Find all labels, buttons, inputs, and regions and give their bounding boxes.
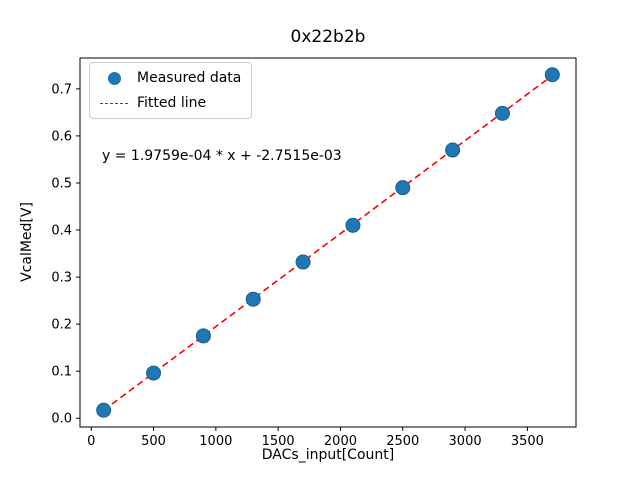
data-point	[295, 254, 311, 270]
y-tick-label: 0.3	[51, 271, 72, 286]
data-point	[494, 105, 510, 121]
data-point	[544, 67, 560, 83]
y-tick-label: 0.5	[51, 176, 72, 191]
legend-label: Measured data	[137, 70, 242, 86]
x-tick-label: 1000	[199, 434, 232, 449]
legend-entry-measured-data: Measured data	[100, 69, 241, 87]
legend-handle	[100, 71, 128, 85]
data-point	[96, 402, 112, 418]
y-tick-label: 0.0	[51, 412, 72, 427]
x-tick-label: 2000	[324, 434, 357, 449]
x-tick-label: 2500	[386, 434, 419, 449]
dashed-line-icon	[100, 102, 128, 104]
y-tick-label: 0.2	[51, 318, 72, 333]
data-point	[445, 142, 461, 158]
data-point	[195, 328, 211, 344]
fitted-line	[103, 74, 553, 411]
data-point	[345, 217, 361, 233]
y-tick-label: 0.4	[51, 224, 72, 239]
fit-equation-annotation: y = 1.9759e-04 * x + -2.7515e-03	[102, 148, 342, 164]
chart-title: 0x22b2b	[290, 27, 366, 47]
x-tick-label: 0	[87, 434, 95, 449]
y-axis-label: VcalMed[V]	[19, 202, 35, 282]
y-tick-label: 0.6	[51, 129, 72, 144]
legend-entry-fitted-line: Fitted line	[100, 94, 241, 112]
axes-frame	[79, 57, 577, 428]
data-point	[395, 180, 411, 196]
data-point	[146, 365, 162, 381]
x-axis-label: DACs_input[Count]	[261, 447, 395, 463]
data-point	[245, 291, 261, 307]
x-tick-label: 500	[141, 434, 166, 449]
scatter-marker-icon	[107, 71, 121, 85]
x-tick-label: 3500	[511, 434, 544, 449]
y-tick-label: 0.7	[51, 82, 72, 97]
legend-handle	[100, 102, 128, 104]
x-tick-label: 3000	[449, 434, 482, 449]
x-tick-label: 1500	[262, 434, 295, 449]
legend-label: Fitted line	[137, 95, 207, 111]
y-tick-label: 0.1	[51, 365, 72, 380]
legend: Measured data Fitted line	[89, 62, 253, 119]
